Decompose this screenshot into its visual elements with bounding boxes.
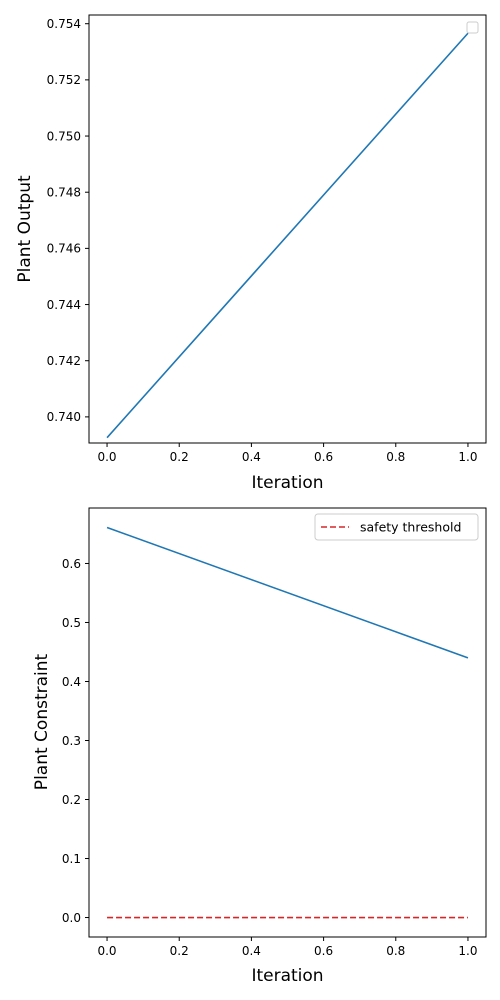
y-tick-label: 0.2 <box>62 793 81 807</box>
plot-area-frame <box>88 14 487 444</box>
y-tick-label: 0.746 <box>47 242 81 256</box>
x-tick-label: 0.6 <box>314 944 333 958</box>
legend: safety threshold <box>314 513 479 541</box>
x-axis-label: Iteration <box>251 966 323 986</box>
constraint-chart: 0.0 0.2 0.4 0.6 0.8 1.0 0.0 0.1 0.2 0.3 0.4 0.5 0.6… <box>32 507 487 986</box>
x-tick-label: 0.8 <box>386 944 405 958</box>
y-axis-label: Plant Constraint <box>32 653 52 790</box>
y-tick-label: 0.742 <box>47 354 81 368</box>
legend-box <box>314 513 479 541</box>
series-lines <box>106 32 469 439</box>
y-tick-label: 0.6 <box>62 557 81 571</box>
series-line-0 <box>106 526 469 659</box>
x-tick-label: 0.4 <box>242 944 261 958</box>
y-tick-label: 0.744 <box>47 298 81 312</box>
y-tick-label: 0.0 <box>62 911 81 925</box>
y-axis-label: Plant Output <box>15 175 35 283</box>
x-axis-label: Iteration <box>251 473 323 493</box>
series-line-0 <box>106 32 469 439</box>
x-axis-ticks: 0.0 0.2 0.4 0.6 0.8 1.0 <box>97 443 478 464</box>
x-axis-ticks: 0.0 0.2 0.4 0.6 0.8 1.0 <box>97 937 478 958</box>
y-tick-label: 0.748 <box>47 186 81 200</box>
x-tick-label: 0.0 <box>97 944 116 958</box>
y-tick-label: 0.5 <box>62 616 81 630</box>
y-axis-ticks: 0.740 0.742 0.744 0.746 0.748 0.750 0.752 0.754 <box>47 17 89 424</box>
x-tick-label: 1.0 <box>458 944 477 958</box>
x-tick-label: 0.4 <box>242 450 261 464</box>
y-tick-label: 0.750 <box>47 129 81 143</box>
x-tick-label: 1.0 <box>458 450 477 464</box>
plot-area-frame <box>88 507 487 938</box>
empty-legend-box <box>466 21 479 34</box>
x-tick-label: 0.8 <box>386 450 405 464</box>
y-tick-label: 0.754 <box>47 17 81 31</box>
x-tick-label: 0.6 <box>314 450 333 464</box>
legend-entry-safety-threshold: safety threshold <box>360 520 461 535</box>
y-tick-label: 0.740 <box>47 410 81 424</box>
y-tick-label: 0.4 <box>62 675 81 689</box>
y-tick-label: 0.3 <box>62 734 81 748</box>
y-axis-ticks: 0.0 0.1 0.2 0.3 0.4 0.5 0.6 <box>62 557 89 925</box>
x-tick-label: 0.2 <box>170 450 189 464</box>
x-tick-label: 0.2 <box>170 944 189 958</box>
x-tick-label: 0.0 <box>97 450 116 464</box>
y-tick-label: 0.752 <box>47 73 81 87</box>
y-tick-label: 0.1 <box>62 852 81 866</box>
output-chart: 0.0 0.2 0.4 0.6 0.8 1.0 0.7400.7420.7440.7460… <box>15 14 487 493</box>
series-lines <box>106 526 469 919</box>
